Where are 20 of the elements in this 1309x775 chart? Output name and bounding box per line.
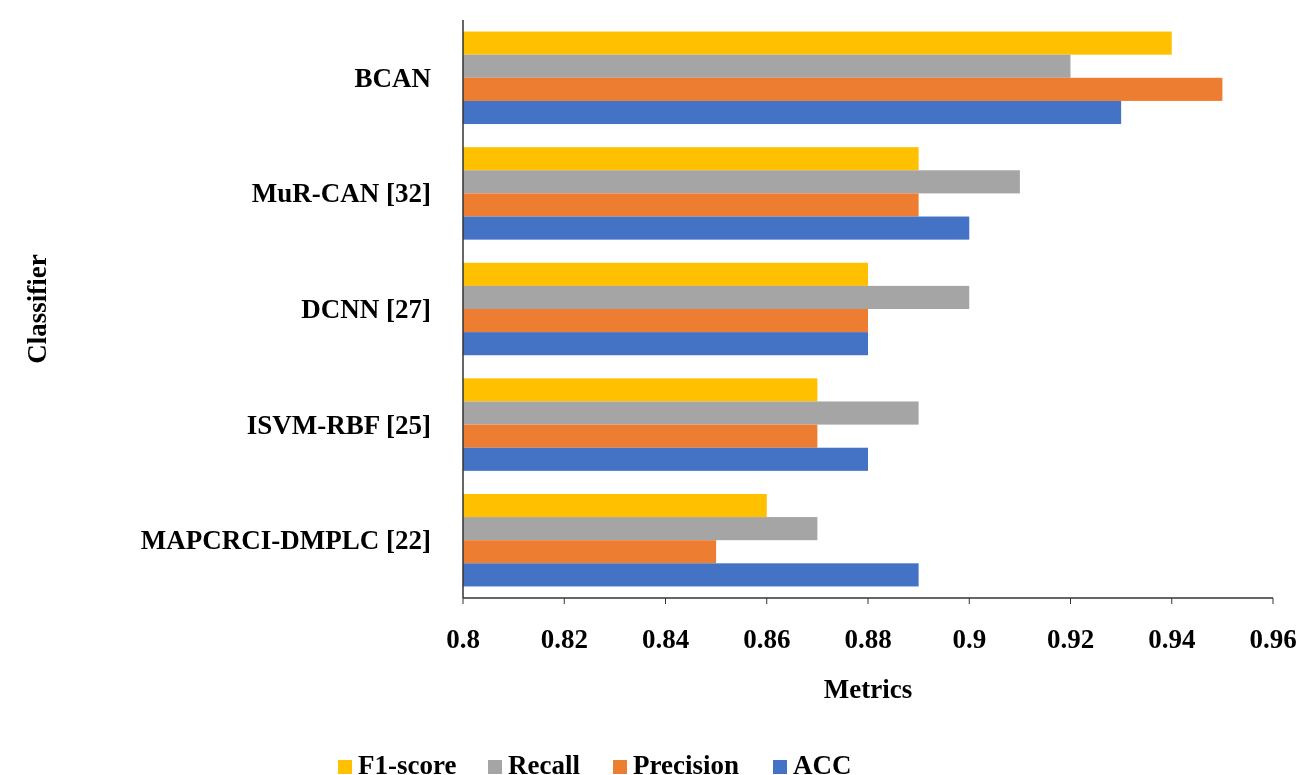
- legend-label: Precision: [633, 750, 739, 775]
- x-tick-label: 0.96: [1249, 624, 1297, 654]
- x-tick-label: 0.88: [844, 624, 892, 654]
- legend-label: ACC: [793, 750, 852, 775]
- x-axis-title: Metrics: [823, 674, 913, 704]
- legend-label: Recall: [508, 750, 581, 775]
- x-tick-label: 0.8: [446, 624, 480, 654]
- legend-label: F1-score: [358, 750, 457, 775]
- y-tick-label: ISVM-RBF [25]: [246, 409, 431, 440]
- x-tick-label: 0.92: [1046, 624, 1095, 654]
- x-tick-label: 0.82: [540, 624, 588, 654]
- y-axis-title: Classifier: [22, 254, 52, 364]
- x-tick-label: 0.94: [1148, 624, 1196, 654]
- y-tick-label: MAPCRCI-DMPLC [22]: [140, 525, 431, 556]
- x-tick-label: 0.84: [641, 624, 690, 654]
- x-tick-label: 0.9: [952, 624, 987, 654]
- y-tick-label: DCNN [27]: [301, 294, 431, 324]
- x-tick-label: 0.86: [743, 624, 791, 654]
- y-tick-label: BCAN: [354, 62, 432, 93]
- y-tick-label: MuR-CAN [32]: [251, 178, 431, 209]
